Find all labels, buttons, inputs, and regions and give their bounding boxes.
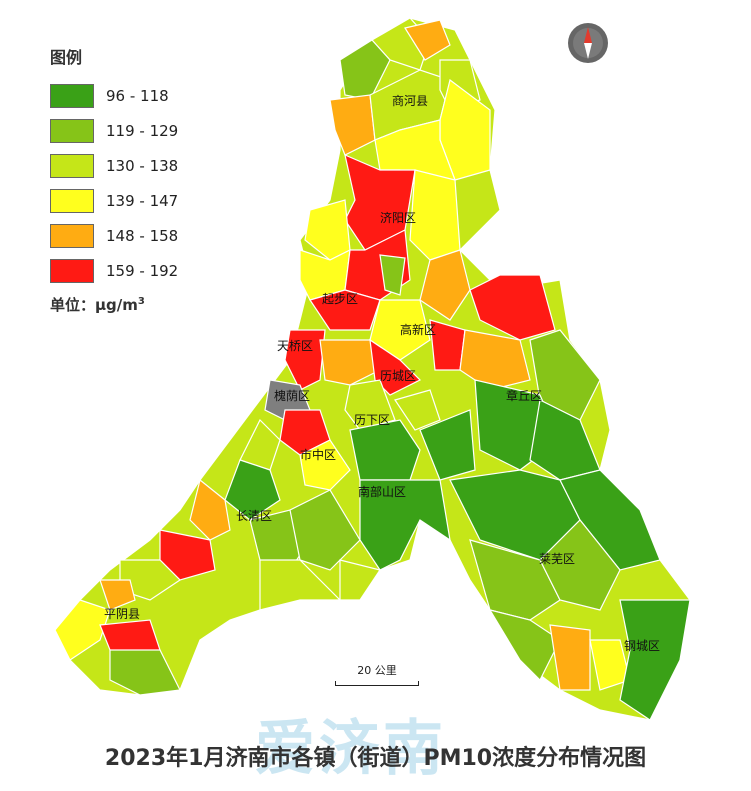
township-region [419,409,476,481]
township-region [469,539,561,621]
legend-swatch [50,153,94,178]
legend: 图例 96 - 118 119 - 129 130 - 138 139 - 147 14… [50,44,250,315]
scale-bar: 20 公里 [335,662,419,686]
scale-label: 20 公里 [357,664,397,677]
township-region [329,94,376,156]
township-region [339,559,381,601]
legend-swatch [50,258,94,283]
township-region [259,559,342,611]
legend-item: 119 - 129 [50,113,250,148]
legend-swatch [50,118,94,143]
legend-range: 139 - 147 [106,191,179,210]
district-label: 历城区 [380,369,416,383]
legend-unit-exponent: 3 [137,296,145,307]
township-region [319,339,381,386]
legend-item: 130 - 138 [50,148,250,183]
legend-title: 图例 [50,48,83,67]
township-region [224,459,281,521]
legend-item: 139 - 147 [50,183,250,218]
township-region [359,479,451,571]
legend-swatch [50,223,94,248]
township-region [419,249,471,321]
legend-range: 159 - 192 [106,261,179,280]
legend-range: 148 - 158 [106,226,179,245]
legend-unit: 单位：μg/m3 [50,294,250,315]
township-region [99,579,136,611]
township-region [189,478,231,541]
township-region [404,19,451,61]
district-label: 起步区 [322,292,358,306]
legend-item: 96 - 118 [50,78,250,113]
township-region [469,274,556,341]
scale-line [335,681,419,686]
district-label: 高新区 [400,322,436,337]
district-label: 天桥区 [277,339,313,353]
township-region [409,169,461,261]
district-label: 长清区 [236,509,272,523]
township-region [289,489,361,571]
legend-swatch [50,188,94,213]
township-region [339,39,391,101]
legend-swatch [50,83,94,108]
township-region [369,299,431,361]
township-region [159,529,216,581]
district-label: 商河县 [392,93,428,108]
watermark: 爱济南 [255,714,447,784]
district-label: 章丘区 [506,388,542,403]
legend-item: 148 - 158 [50,218,250,253]
map-caption: 2023年1月济南市各镇（街道）PM10浓度分布情况图 [104,746,647,771]
township-region [349,419,421,481]
township-region [284,329,326,391]
district-label: 济阳区 [380,210,416,225]
township-region [539,519,621,611]
legend-unit-text: 单位：μg/m [50,296,138,314]
township-region [379,254,406,296]
township-region [109,649,181,696]
legend-range: 130 - 138 [106,156,179,175]
legend-item: 159 - 192 [50,253,250,288]
township-region [459,329,531,391]
compass-icon [566,21,610,65]
district-label: 平阴县 [104,607,140,621]
district-label: 槐荫区 [274,388,310,403]
district-label: 钢城区 [624,639,660,653]
township-region [299,439,351,491]
township-region [619,599,691,721]
district-label: 市中区 [300,447,336,462]
legend-range: 96 - 118 [106,86,169,105]
township-region [488,609,561,682]
township-region [309,289,381,331]
district-label: 莱芜区 [539,552,575,566]
township-region [394,389,441,431]
district-label: 南部山区 [358,484,406,499]
legend-range: 119 - 129 [106,121,179,140]
district-label: 历下区 [354,413,390,427]
township-region [369,338,422,396]
township-region [549,624,591,691]
township-region [529,329,601,421]
